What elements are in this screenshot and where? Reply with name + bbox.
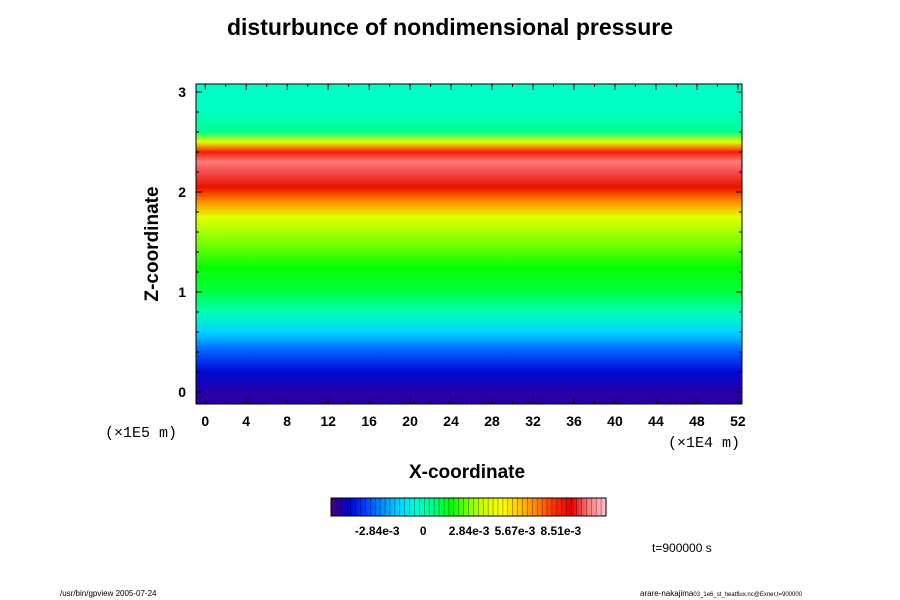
x-tick-label: 24 xyxy=(443,413,459,429)
footer-right: arare-nakajima03_1e6_st_heatflux.nc@Exne… xyxy=(640,589,802,598)
plot-area xyxy=(196,84,742,404)
y-unit-label: (×1E5 m) xyxy=(105,425,178,442)
x-tick-label: 36 xyxy=(566,413,582,429)
y-axis-label: Z-coordinate xyxy=(142,186,163,301)
time-label: t=900000 s xyxy=(652,541,712,555)
chart-title: disturbunce of nondimensional pressure xyxy=(226,14,673,40)
x-tick-label: 0 xyxy=(201,413,209,429)
x-tick-label: 48 xyxy=(689,413,705,429)
y-tick-label: 3 xyxy=(178,84,186,100)
x-unit-label: (×1E4 m) xyxy=(668,435,741,452)
x-tick-label: 44 xyxy=(648,413,664,429)
x-tick-label: 52 xyxy=(730,413,746,429)
x-tick-label: 28 xyxy=(484,413,500,429)
colorbar-label: 2.84e-3 xyxy=(449,524,490,538)
x-tick-label: 8 xyxy=(283,413,291,429)
y-tick-label: 1 xyxy=(178,284,186,300)
colorbar-label: 5.67e-3 xyxy=(495,524,536,538)
heatmap-field xyxy=(196,84,742,404)
x-tick-label: 12 xyxy=(320,413,336,429)
colorbar-frame xyxy=(330,497,607,517)
footer-right-main: arare-nakajima xyxy=(640,589,694,598)
x-tick-label: 16 xyxy=(361,413,377,429)
x-tick-label: 32 xyxy=(525,413,541,429)
y-tick-label: 0 xyxy=(178,384,186,400)
colorbar: -2.84e-3 0 2.84e-3 5.67e-3 8.51e-3 xyxy=(330,497,607,538)
x-tick-label: 4 xyxy=(242,413,250,429)
x-tick-label: 20 xyxy=(402,413,418,429)
footer-right-small: 03_1e6_st_heatflux.nc@Exner,t=900000 xyxy=(693,592,803,598)
plot-frame xyxy=(195,83,743,405)
colorbar-label: -2.84e-3 xyxy=(355,524,400,538)
axes: 0 4 8 12 16 20 24 28 32 36 40 44 48 520123X-coordinat… xyxy=(142,83,746,483)
y-tick-label: 2 xyxy=(178,184,186,200)
x-axis-label: X-coordinate xyxy=(409,462,525,483)
colorbar-label: 0 xyxy=(420,524,427,538)
colorbar-label: 8.51e-3 xyxy=(541,524,582,538)
x-tick-label: 40 xyxy=(607,413,623,429)
footer-left: /usr/bin/gpview 2005-07-24 xyxy=(60,589,157,598)
